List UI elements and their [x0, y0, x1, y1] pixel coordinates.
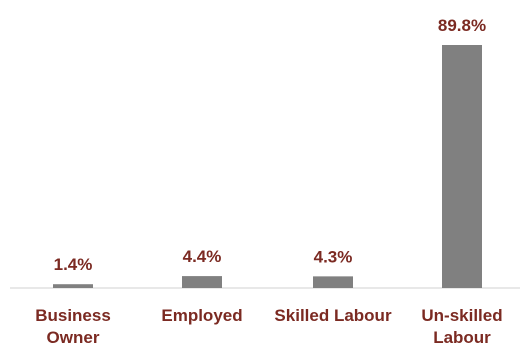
category-label-line: Skilled Labour	[274, 306, 392, 325]
data-label-2: 4.3%	[314, 247, 353, 266]
bar-2	[313, 276, 353, 288]
category-label-line: Business	[35, 306, 111, 325]
category-label-1: Employed	[161, 306, 242, 325]
category-label-line: Owner	[47, 328, 100, 347]
category-label-line: Labour	[433, 328, 491, 347]
category-label-line: Un-skilled	[421, 306, 502, 325]
data-label-0: 1.4%	[54, 255, 93, 274]
category-label-2: Skilled Labour	[274, 306, 392, 325]
data-label-3: 89.8%	[438, 16, 486, 35]
category-label-line: Employed	[161, 306, 242, 325]
category-label-0: Business Owner	[35, 306, 111, 347]
category-label-3: Un-skilled Labour	[421, 306, 502, 347]
bars-group	[53, 45, 482, 288]
data-label-1: 4.4%	[183, 247, 222, 266]
bar-0	[53, 284, 93, 288]
data-labels-group: 1.4% 4.4% 4.3% 89.8%	[54, 16, 486, 274]
category-labels-group: Business Owner Employed Skilled Labour Un-sk…	[35, 306, 502, 347]
bar-1	[182, 276, 222, 288]
bar-3	[442, 45, 482, 288]
